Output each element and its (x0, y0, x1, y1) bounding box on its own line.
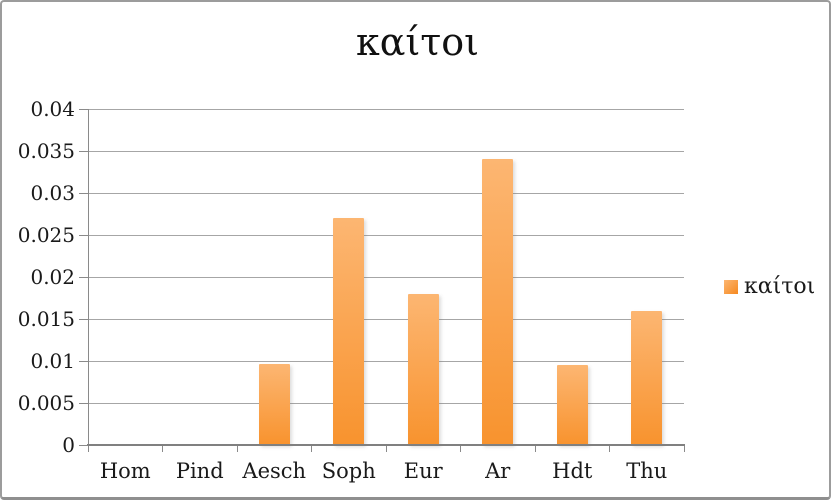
gridline (88, 192, 684, 194)
chart-title: καίτοι (355, 20, 480, 64)
x-tick-label-ar: Ar (485, 459, 511, 483)
y-tick (79, 402, 88, 404)
x-tick-label-aesch: Aesch (242, 459, 307, 483)
y-tick-label: 0.035 (17, 139, 75, 163)
legend-swatch-icon (724, 280, 738, 294)
plot-area (88, 108, 684, 445)
y-tick-label: 0 (62, 433, 75, 457)
x-tick (162, 446, 163, 452)
bar-thu (631, 310, 663, 445)
x-tick-label-hdt: Hdt (552, 459, 593, 483)
y-tick-label: 0.03 (30, 181, 75, 205)
gridline (88, 318, 684, 320)
y-tick (79, 192, 88, 194)
gridline (88, 402, 684, 404)
bar-soph (333, 218, 365, 445)
bar-hdt (556, 365, 588, 445)
y-tick (79, 444, 88, 446)
x-tick (311, 446, 312, 452)
gridline (88, 360, 684, 362)
y-tick (79, 108, 88, 110)
y-tick-label: 0.025 (17, 223, 75, 247)
y-tick-label: 0.005 (17, 391, 75, 415)
x-tick (385, 446, 387, 452)
y-tick-label: 0.01 (30, 349, 75, 373)
y-axis-line (88, 109, 89, 445)
bar-eur (407, 293, 439, 445)
x-tick (236, 446, 238, 452)
x-tick (683, 446, 685, 452)
gridline (88, 276, 684, 278)
x-tick (534, 446, 536, 452)
x-tick-label-soph: Soph (321, 459, 376, 483)
x-axis-line (87, 444, 685, 446)
x-tick-label-eur: Eur (403, 459, 443, 483)
legend-label: καίτοι (744, 274, 816, 299)
y-tick (79, 318, 88, 320)
gridline (88, 108, 684, 110)
x-tick-label-thu: Thu (626, 459, 668, 483)
bar-ar (482, 159, 514, 445)
x-tick (609, 446, 610, 452)
y-tick-label: 0.02 (30, 265, 75, 289)
legend: καίτοι (724, 273, 815, 301)
y-tick (79, 276, 88, 278)
x-tick-label-hom: Hom (99, 459, 151, 483)
y-tick-label: 0.04 (30, 97, 75, 121)
gridline (88, 234, 684, 236)
gridline (88, 150, 684, 152)
y-tick (79, 150, 88, 152)
y-tick (79, 234, 88, 236)
bar-aesch (258, 363, 290, 445)
y-tick-label: 0.015 (17, 307, 75, 331)
y-tick (79, 360, 88, 362)
x-tick-label-pind: Pind (175, 459, 224, 483)
x-tick (460, 446, 461, 452)
x-tick (87, 446, 89, 452)
